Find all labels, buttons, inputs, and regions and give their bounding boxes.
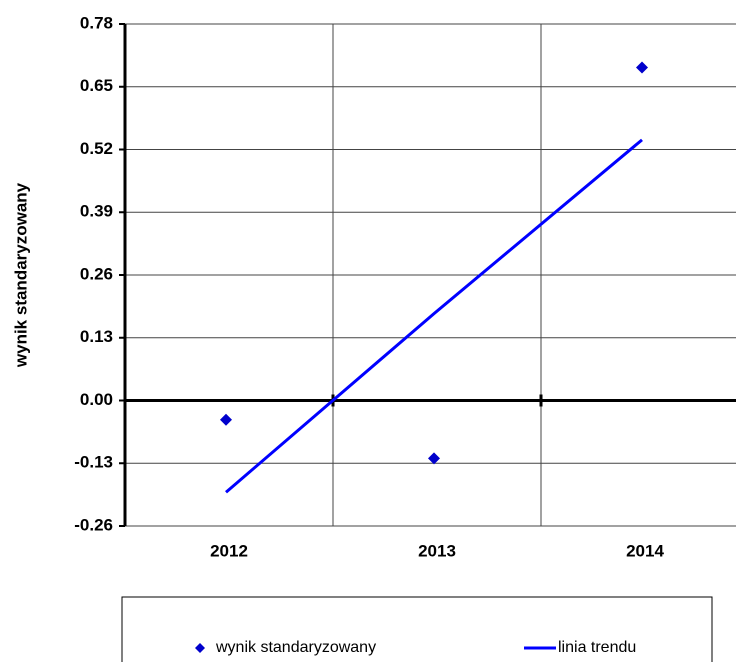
legend-label: linia trendu (558, 639, 636, 656)
y-tick-label: 0.13 (80, 327, 113, 346)
y-tick-label: 0.00 (80, 390, 113, 409)
y-axis-label: wynik standaryzowany (11, 182, 30, 368)
data-point (636, 61, 648, 74)
data-point (220, 413, 232, 426)
legend-marker (195, 643, 205, 653)
y-tick-label: -0.26 (74, 515, 113, 534)
y-tick-label: 0.26 (80, 264, 113, 283)
x-tick-label: 2012 (210, 541, 248, 560)
trend-line (225, 138, 643, 494)
x-tick-label: 2013 (418, 541, 456, 560)
y-tick-label: 0.78 (80, 13, 113, 32)
data-point (428, 452, 440, 465)
y-tick-label: 0.65 (80, 76, 113, 95)
y-tick-label: 0.39 (80, 202, 113, 221)
x-tick-label: 2014 (626, 541, 664, 560)
legend-label: wynik standaryzowany (215, 639, 376, 656)
y-tick-label: 0.52 (80, 139, 113, 158)
legend-box (121, 596, 713, 662)
y-tick-label: -0.13 (74, 453, 113, 472)
